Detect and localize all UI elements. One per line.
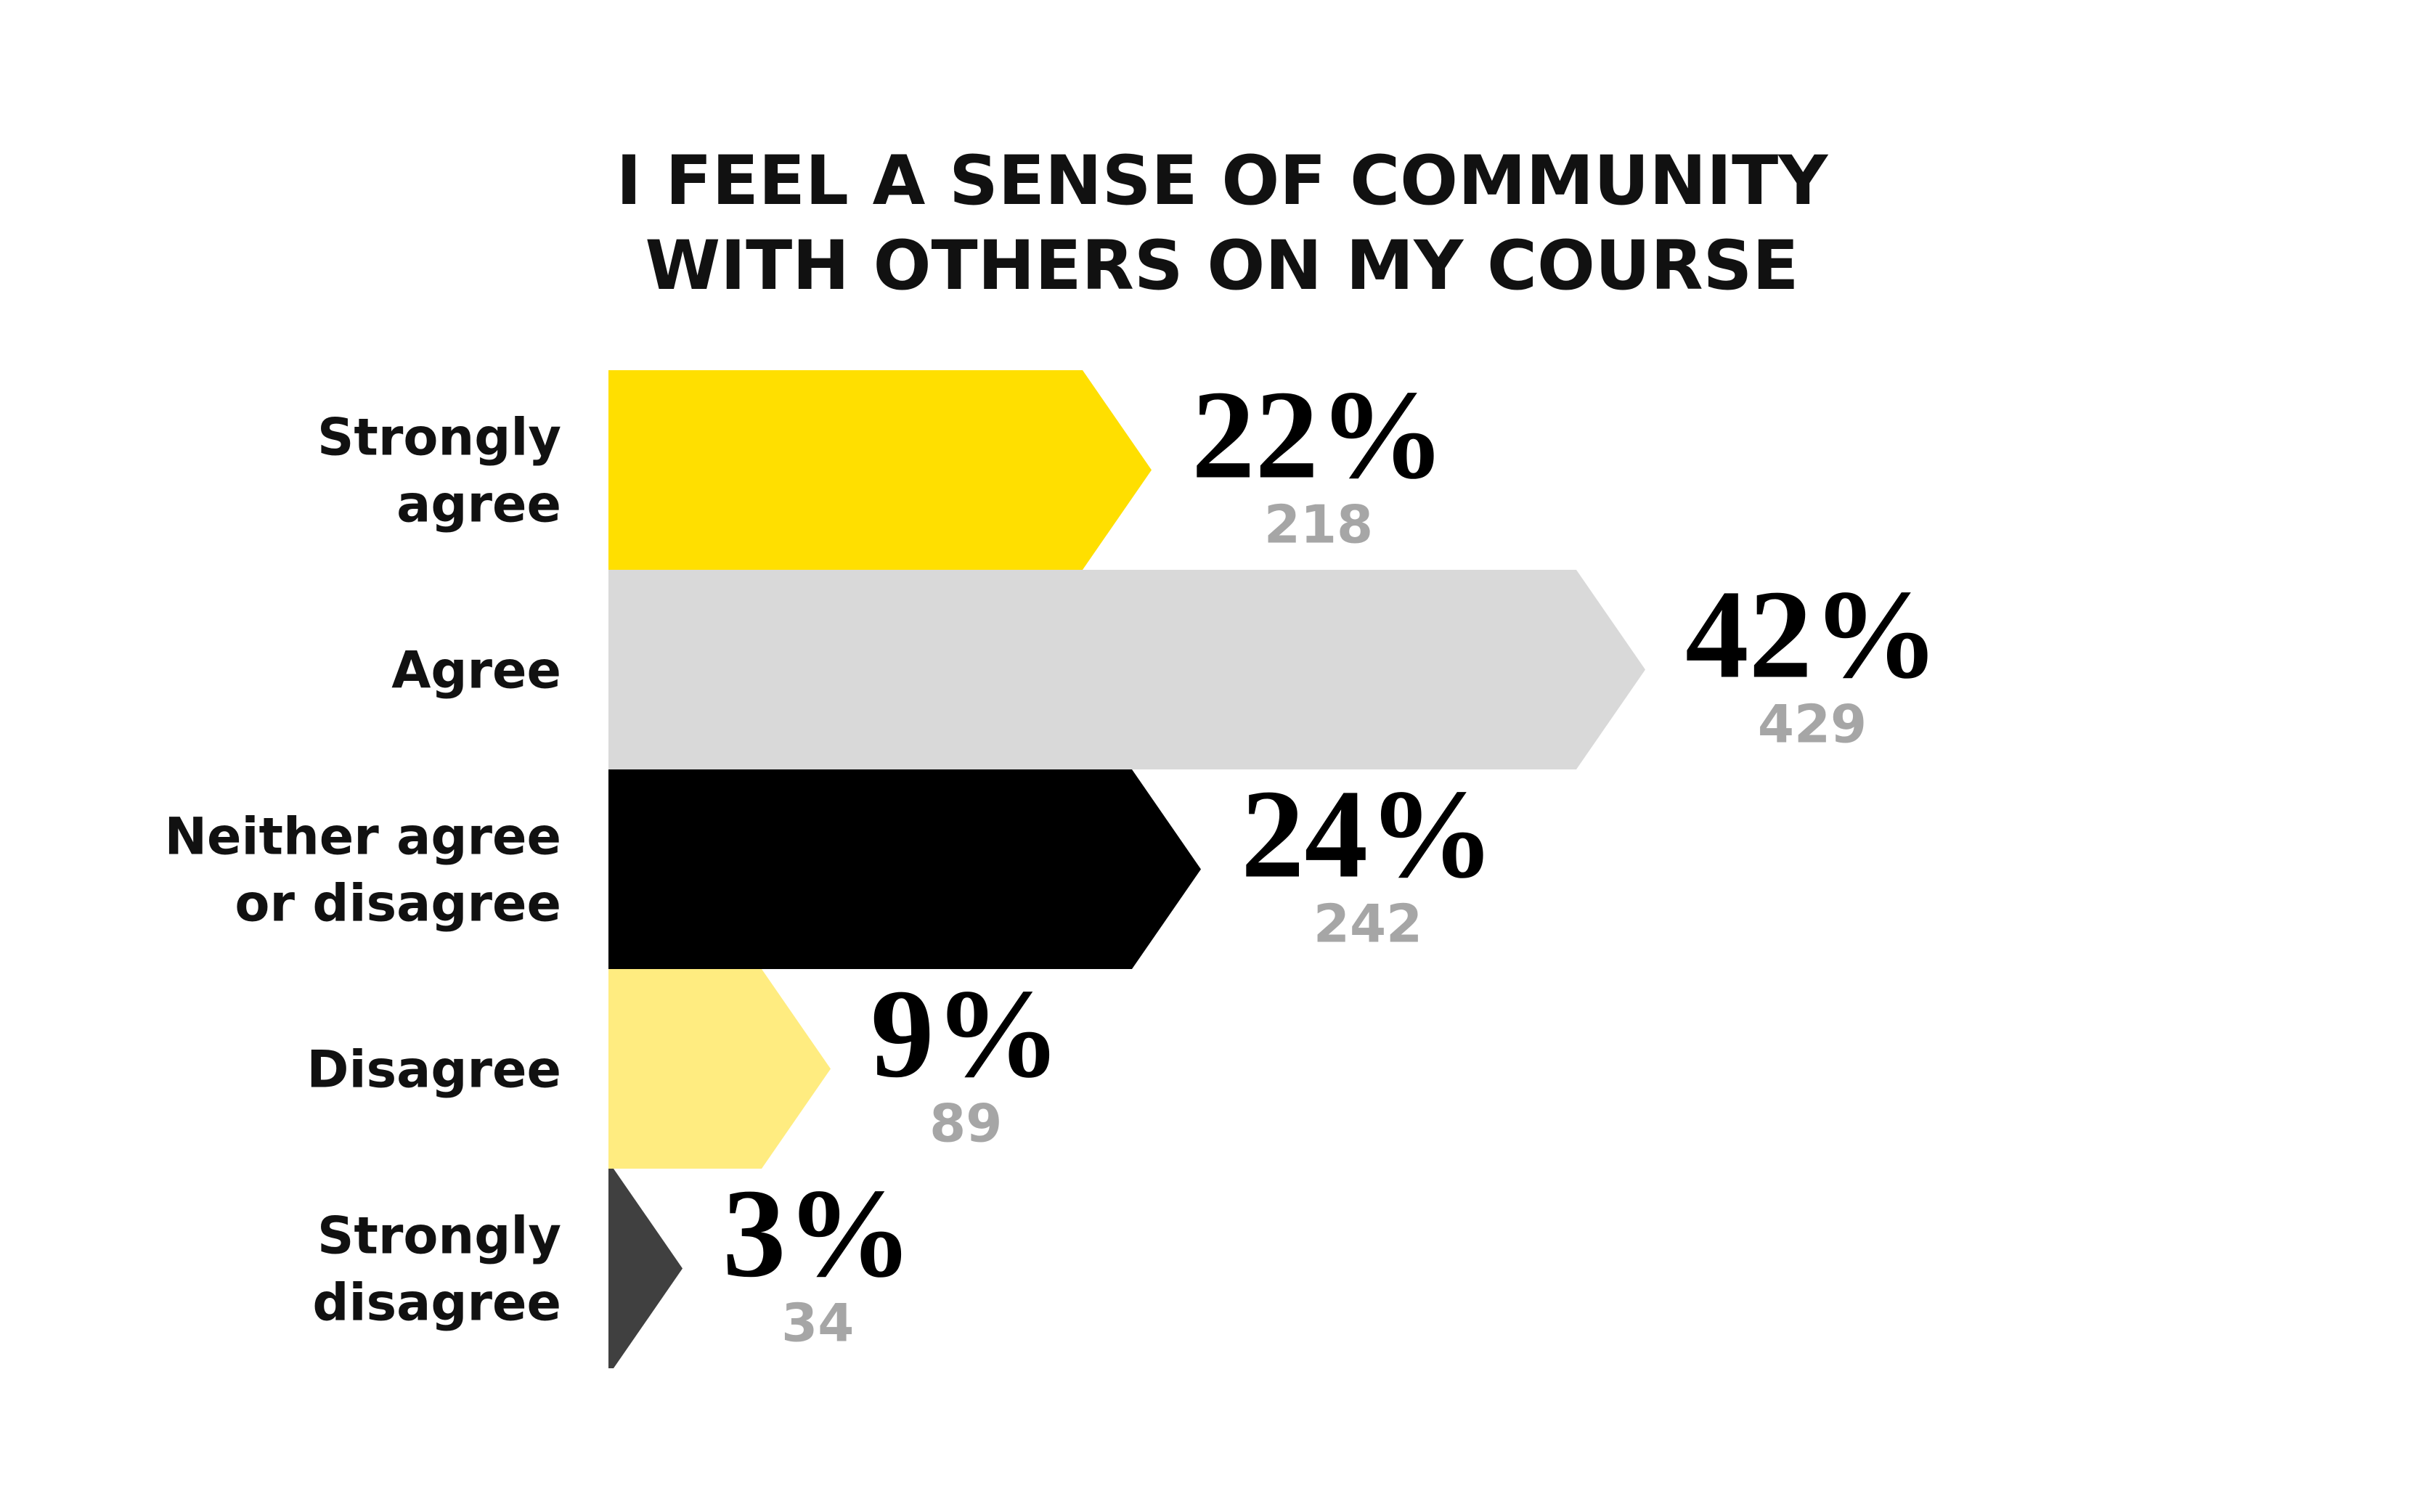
bar-3 (608, 969, 831, 1169)
bar-0 (608, 370, 1152, 570)
count-label-0: 218 (1264, 494, 1373, 555)
category-label-2-0: Neither agree (164, 807, 561, 867)
bars-layer (608, 370, 1645, 1368)
bar-2 (608, 769, 1201, 969)
category-label-4-1: disagree (312, 1273, 561, 1333)
category-label-1-0: Agree (391, 641, 561, 700)
count-label-3: 89 (929, 1093, 1002, 1154)
chart-title-line-2: WITH OTHERS ON MY COURSE (645, 226, 1798, 306)
category-label-4-0: Strongly (317, 1206, 561, 1266)
category-label-3-0: Disagree (306, 1040, 561, 1100)
category-label-0-1: agree (396, 475, 561, 534)
count-label-2: 242 (1313, 894, 1422, 955)
percent-label-0: 22% (1191, 364, 1446, 505)
percent-label-3: 9% (871, 963, 1062, 1104)
bar-1 (608, 570, 1645, 769)
bar-4 (608, 1169, 683, 1368)
count-label-1: 429 (1758, 694, 1867, 755)
percent-label-4: 3% (722, 1163, 913, 1304)
labels-layer: Strongly agree 22%218 Agree 42%429 Neither ag… (164, 364, 1939, 1354)
category-label-0-0: Strongly (317, 408, 561, 467)
category-label-2-1: or disagree (235, 874, 561, 933)
percent-label-1: 42% (1685, 564, 1939, 705)
count-label-4: 34 (781, 1293, 854, 1354)
percent-label-2: 24% (1241, 764, 1495, 904)
chart-title-line-1: I FEEL A SENSE OF COMMUNITY (616, 142, 1829, 221)
